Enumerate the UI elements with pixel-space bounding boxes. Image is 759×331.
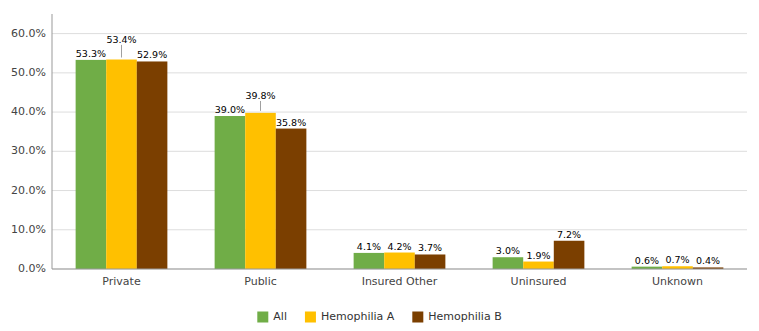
data-label: 3.0% [496,245,520,256]
x-tick-label: Insured Other [362,275,438,288]
chart-container: 0.0% 10.0% 20.0% 30.0% 40.0% 50.0% 60.0% Privat… [0,0,759,331]
bars [76,60,724,269]
x-tick-label: Public [244,275,277,288]
bar [76,60,107,269]
data-label: 0.7% [665,254,689,265]
legend-swatch [257,312,268,323]
x-tick-label: Unknown [652,275,703,288]
bar [354,253,385,269]
legend-label: All [273,310,287,323]
data-label: 39.0% [215,104,245,115]
data-label: 7.2% [557,229,581,240]
bar [215,116,246,269]
data-label: 53.3% [76,48,106,59]
y-tick-label: 0.0% [18,262,46,275]
bar [384,253,415,269]
data-labels: 53.3%53.4%52.9% 39.0%39.8% 35.8% 4.1% 4.2% 3.… [76,34,720,267]
bar [106,60,137,269]
y-tick-label: 40.0% [11,105,46,118]
y-tick-label: 50.0% [11,66,46,79]
data-label: 0.4% [696,255,720,266]
legend-label: Hemophilia B [428,310,501,323]
bar [245,113,276,269]
x-tick-label: Private [102,275,141,288]
legend: All Hemophilia A Hemophilia B [257,310,501,323]
leader-line [260,101,261,111]
y-tick-label: 20.0% [11,184,46,197]
grid [52,34,747,269]
data-label: 53.4% [106,34,136,45]
data-label: 35.8% [276,117,306,128]
legend-swatch [305,312,316,323]
y-tick-label: 10.0% [11,223,46,236]
data-label: 52.9% [137,49,167,60]
legend-swatch [412,312,423,323]
bar [276,129,307,269]
y-tick-label: 60.0% [11,27,46,40]
data-label: 1.9% [526,250,550,261]
leader-line [121,45,122,58]
bar [554,241,585,269]
bar [415,254,446,269]
grid-line [52,33,747,34]
x-axis-line [52,269,747,270]
data-label: 0.6% [635,255,659,266]
data-label: 39.8% [245,90,275,101]
x-tick-label: Uninsured [511,275,567,288]
data-label: 4.2% [387,241,411,252]
y-axis-line [52,14,53,269]
bar [493,257,524,269]
bar [523,262,554,269]
chart: 0.0% 10.0% 20.0% 30.0% 40.0% 50.0% 60.0% Privat… [0,0,759,331]
bar [137,61,168,269]
data-label: 4.1% [357,241,381,252]
data-label: 3.7% [418,242,442,253]
grid-line [52,269,747,270]
legend-label: Hemophilia A [321,310,395,323]
y-tick-label: 30.0% [11,144,46,157]
